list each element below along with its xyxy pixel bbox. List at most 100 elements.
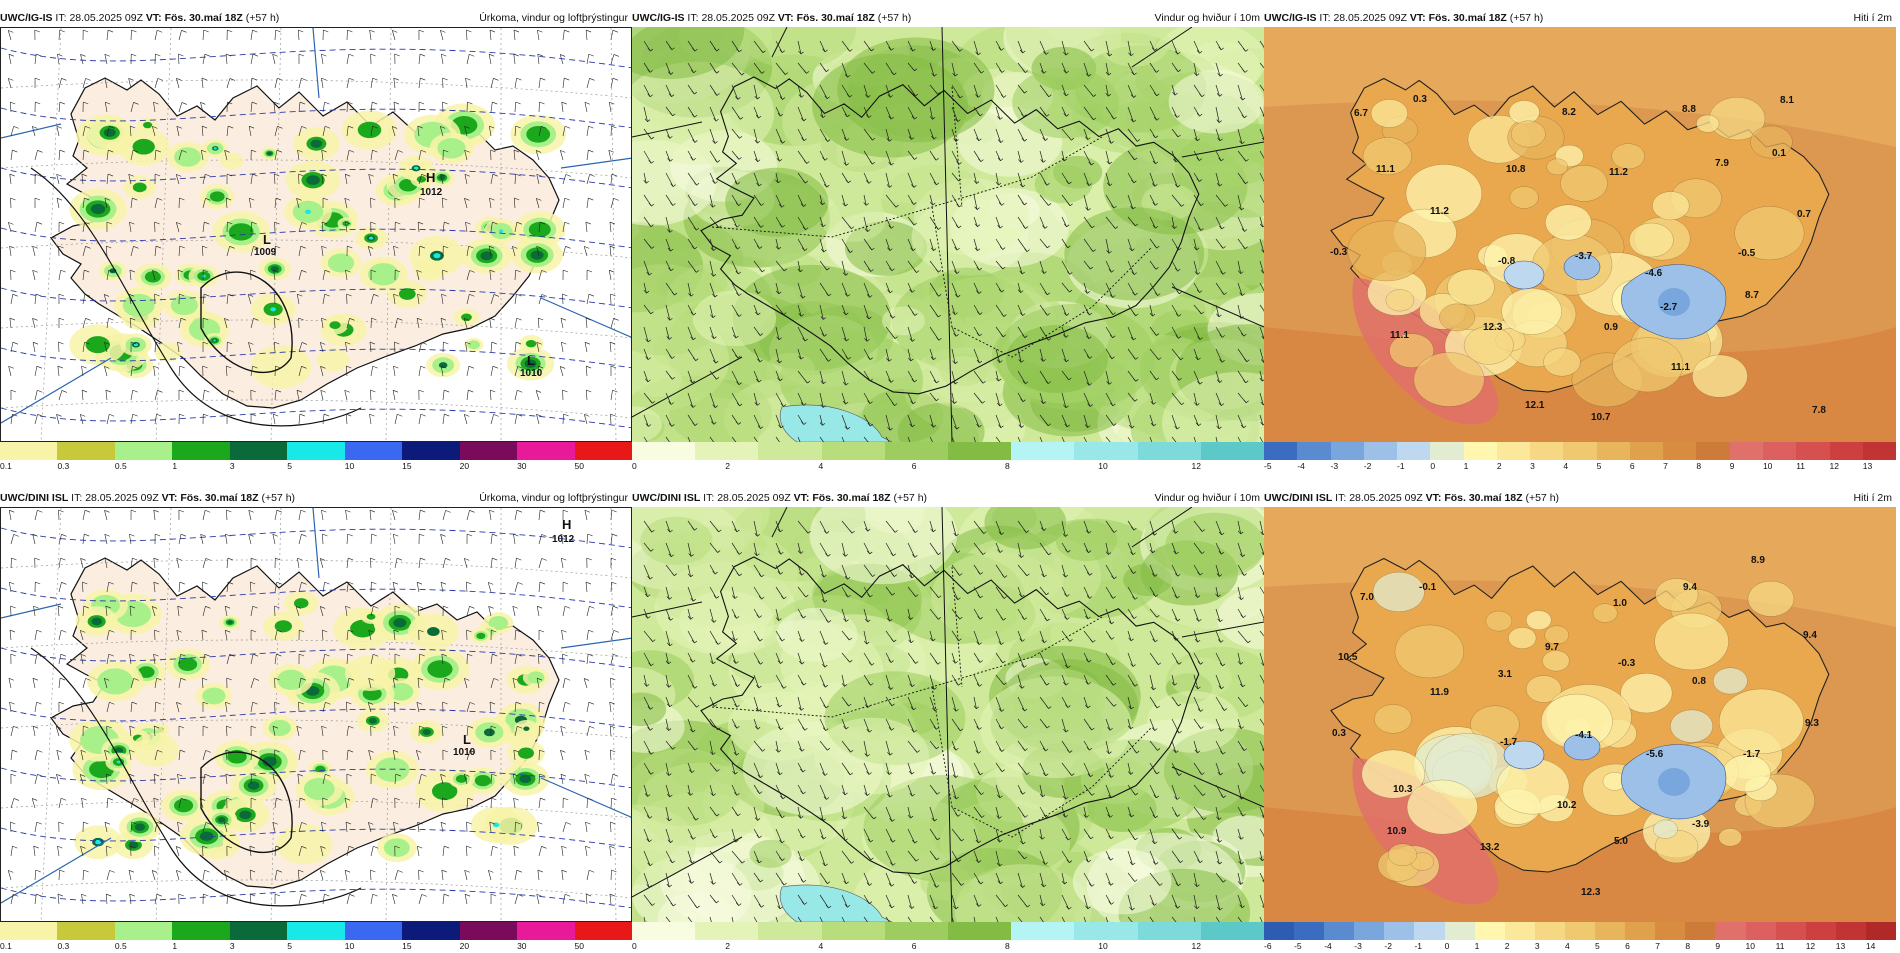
init-time-value: 28.05.2025 09Z	[717, 492, 791, 504]
color-scale-tick-label: 13	[1836, 940, 1845, 952]
valid-time-label: VT:	[162, 492, 178, 504]
color-scale-tick-label: 8	[1005, 940, 1010, 952]
color-scale-tick-label: -3	[1331, 460, 1339, 472]
valid-time-value: Fös. 30.maí 18Z	[180, 492, 258, 504]
map-canvas	[632, 27, 1264, 442]
color-scale-tick-label: -1	[1397, 460, 1405, 472]
color-scale-tick-label: 30	[517, 460, 526, 472]
temperature-value-label: 9.4	[1803, 630, 1817, 641]
color-scale-swatch	[1836, 922, 1866, 940]
pressure-value-label: 1012	[552, 534, 574, 545]
color-scale-tick-label: 1	[172, 460, 177, 472]
pressure-center-marker: H	[562, 517, 571, 532]
color-scale-tick-label: 0.1	[0, 940, 12, 952]
color-scale-swatch	[948, 442, 1011, 460]
color-scale-swatch	[402, 442, 459, 460]
color-scale-swatch	[1294, 922, 1324, 940]
color-scale-tick-label: 15	[402, 460, 411, 472]
panel-header: UWC/IG-IS IT: 28.05.2025 09Z VT: Fös. 30…	[1264, 10, 1896, 27]
temperature-value-label: 8.1	[1780, 95, 1794, 106]
color-scale-swatch	[1776, 922, 1806, 940]
init-time-label: IT:	[71, 492, 82, 504]
color-scale-tick-label: 50	[575, 460, 584, 472]
color-scale-tick-label: 12	[1829, 460, 1838, 472]
init-time-label: IT:	[703, 492, 714, 504]
color-scale-tick-label: 30	[517, 940, 526, 952]
color-scale-tick-label: 50	[575, 940, 584, 952]
color-scale-swatch	[1445, 922, 1475, 940]
temperature-value-label: 10.8	[1506, 164, 1525, 175]
color-scale-swatch	[57, 922, 114, 940]
temperature-value-label: 0.3	[1413, 94, 1427, 105]
temperature-value-label: -4.1	[1575, 730, 1592, 741]
temperature-value-label: 8.7	[1745, 290, 1759, 301]
color-scale-swatch	[758, 922, 821, 940]
init-time-value: 28.05.2025 09Z	[1349, 492, 1423, 504]
color-scale-tick-label: 2	[725, 460, 730, 472]
temperature-value-label: 0.7	[1797, 209, 1811, 220]
color-scale-swatch	[1806, 922, 1836, 940]
init-time-label: IT:	[687, 12, 698, 24]
color-scale-tick-label: 6	[912, 460, 917, 472]
pressure-value-label: 1010	[453, 747, 475, 758]
color-scale-swatch	[1138, 442, 1201, 460]
color-scale-swatch	[1625, 922, 1655, 940]
color-scale-tick-label: 11	[1796, 460, 1805, 472]
color-scale-swatch	[1505, 922, 1535, 940]
temperature-value-label: 0.1	[1772, 148, 1786, 159]
color-scale-tick-label: 20	[460, 940, 469, 952]
valid-time-label: VT:	[1426, 492, 1442, 504]
color-scale-swatch	[1535, 922, 1565, 940]
color-scale-tick-label: 0.3	[57, 940, 69, 952]
color-scale-tick-label: -1	[1414, 940, 1422, 952]
color-scale-swatch	[1264, 442, 1297, 460]
color-scale-swatch	[632, 442, 695, 460]
temperature-value-label: -0.1	[1419, 582, 1436, 593]
color-scale-bar	[0, 922, 632, 940]
color-scale-tick-label: 3	[230, 460, 235, 472]
valid-time-value: Fös. 30.maí 18Z	[1429, 12, 1507, 24]
color-scale-swatch	[115, 442, 172, 460]
temperature-value-label: 11.9	[1430, 687, 1449, 698]
color-scale-tick-label: -2	[1364, 460, 1372, 472]
color-scale-tick-label: 12	[1191, 460, 1200, 472]
valid-time-label: VT:	[1410, 12, 1426, 24]
color-scale-swatch	[822, 442, 885, 460]
color-scale-tick-label: 5	[287, 940, 292, 952]
color-scale-swatch	[1746, 922, 1776, 940]
pressure-value-label: 1010	[520, 368, 542, 379]
color-scale-tick-label: 9	[1715, 940, 1720, 952]
color-scale-tick-label: 10	[1746, 940, 1755, 952]
map-area	[1264, 27, 1896, 442]
temperature-value-label: -3.7	[1575, 251, 1592, 262]
color-scale-bar	[632, 442, 1264, 460]
valid-time-label: VT:	[146, 12, 162, 24]
pressure-value-label: 1012	[420, 187, 442, 198]
color-scale-swatch	[1663, 442, 1696, 460]
color-scale-swatch	[1763, 442, 1796, 460]
color-scale-swatch	[1595, 922, 1625, 940]
color-scale-swatch	[1730, 442, 1763, 460]
color-scale-tick-label: 0	[632, 940, 637, 952]
color-scale-tick-label: -4	[1297, 460, 1305, 472]
model-name: UWC/DINI ISL	[0, 492, 68, 504]
color-scale-swatch	[1630, 442, 1663, 460]
temperature-value-label: 10.5	[1338, 652, 1357, 663]
temperature-value-label: 11.1	[1376, 164, 1395, 175]
color-scale-tick-label: -6	[1264, 940, 1272, 952]
temperature-value-label: -1.7	[1500, 737, 1517, 748]
lead-time: (+57 h)	[878, 12, 912, 24]
temperature-value-label: 0.9	[1604, 322, 1618, 333]
color-scale-tick-label: 8	[1005, 460, 1010, 472]
color-scale-swatch	[1475, 922, 1505, 940]
wind-speed-field	[632, 27, 1264, 442]
color-scale-bar	[632, 922, 1264, 940]
map-canvas	[1264, 507, 1896, 922]
map-canvas	[632, 507, 1264, 922]
color-scale-tick-label: 10	[345, 460, 354, 472]
